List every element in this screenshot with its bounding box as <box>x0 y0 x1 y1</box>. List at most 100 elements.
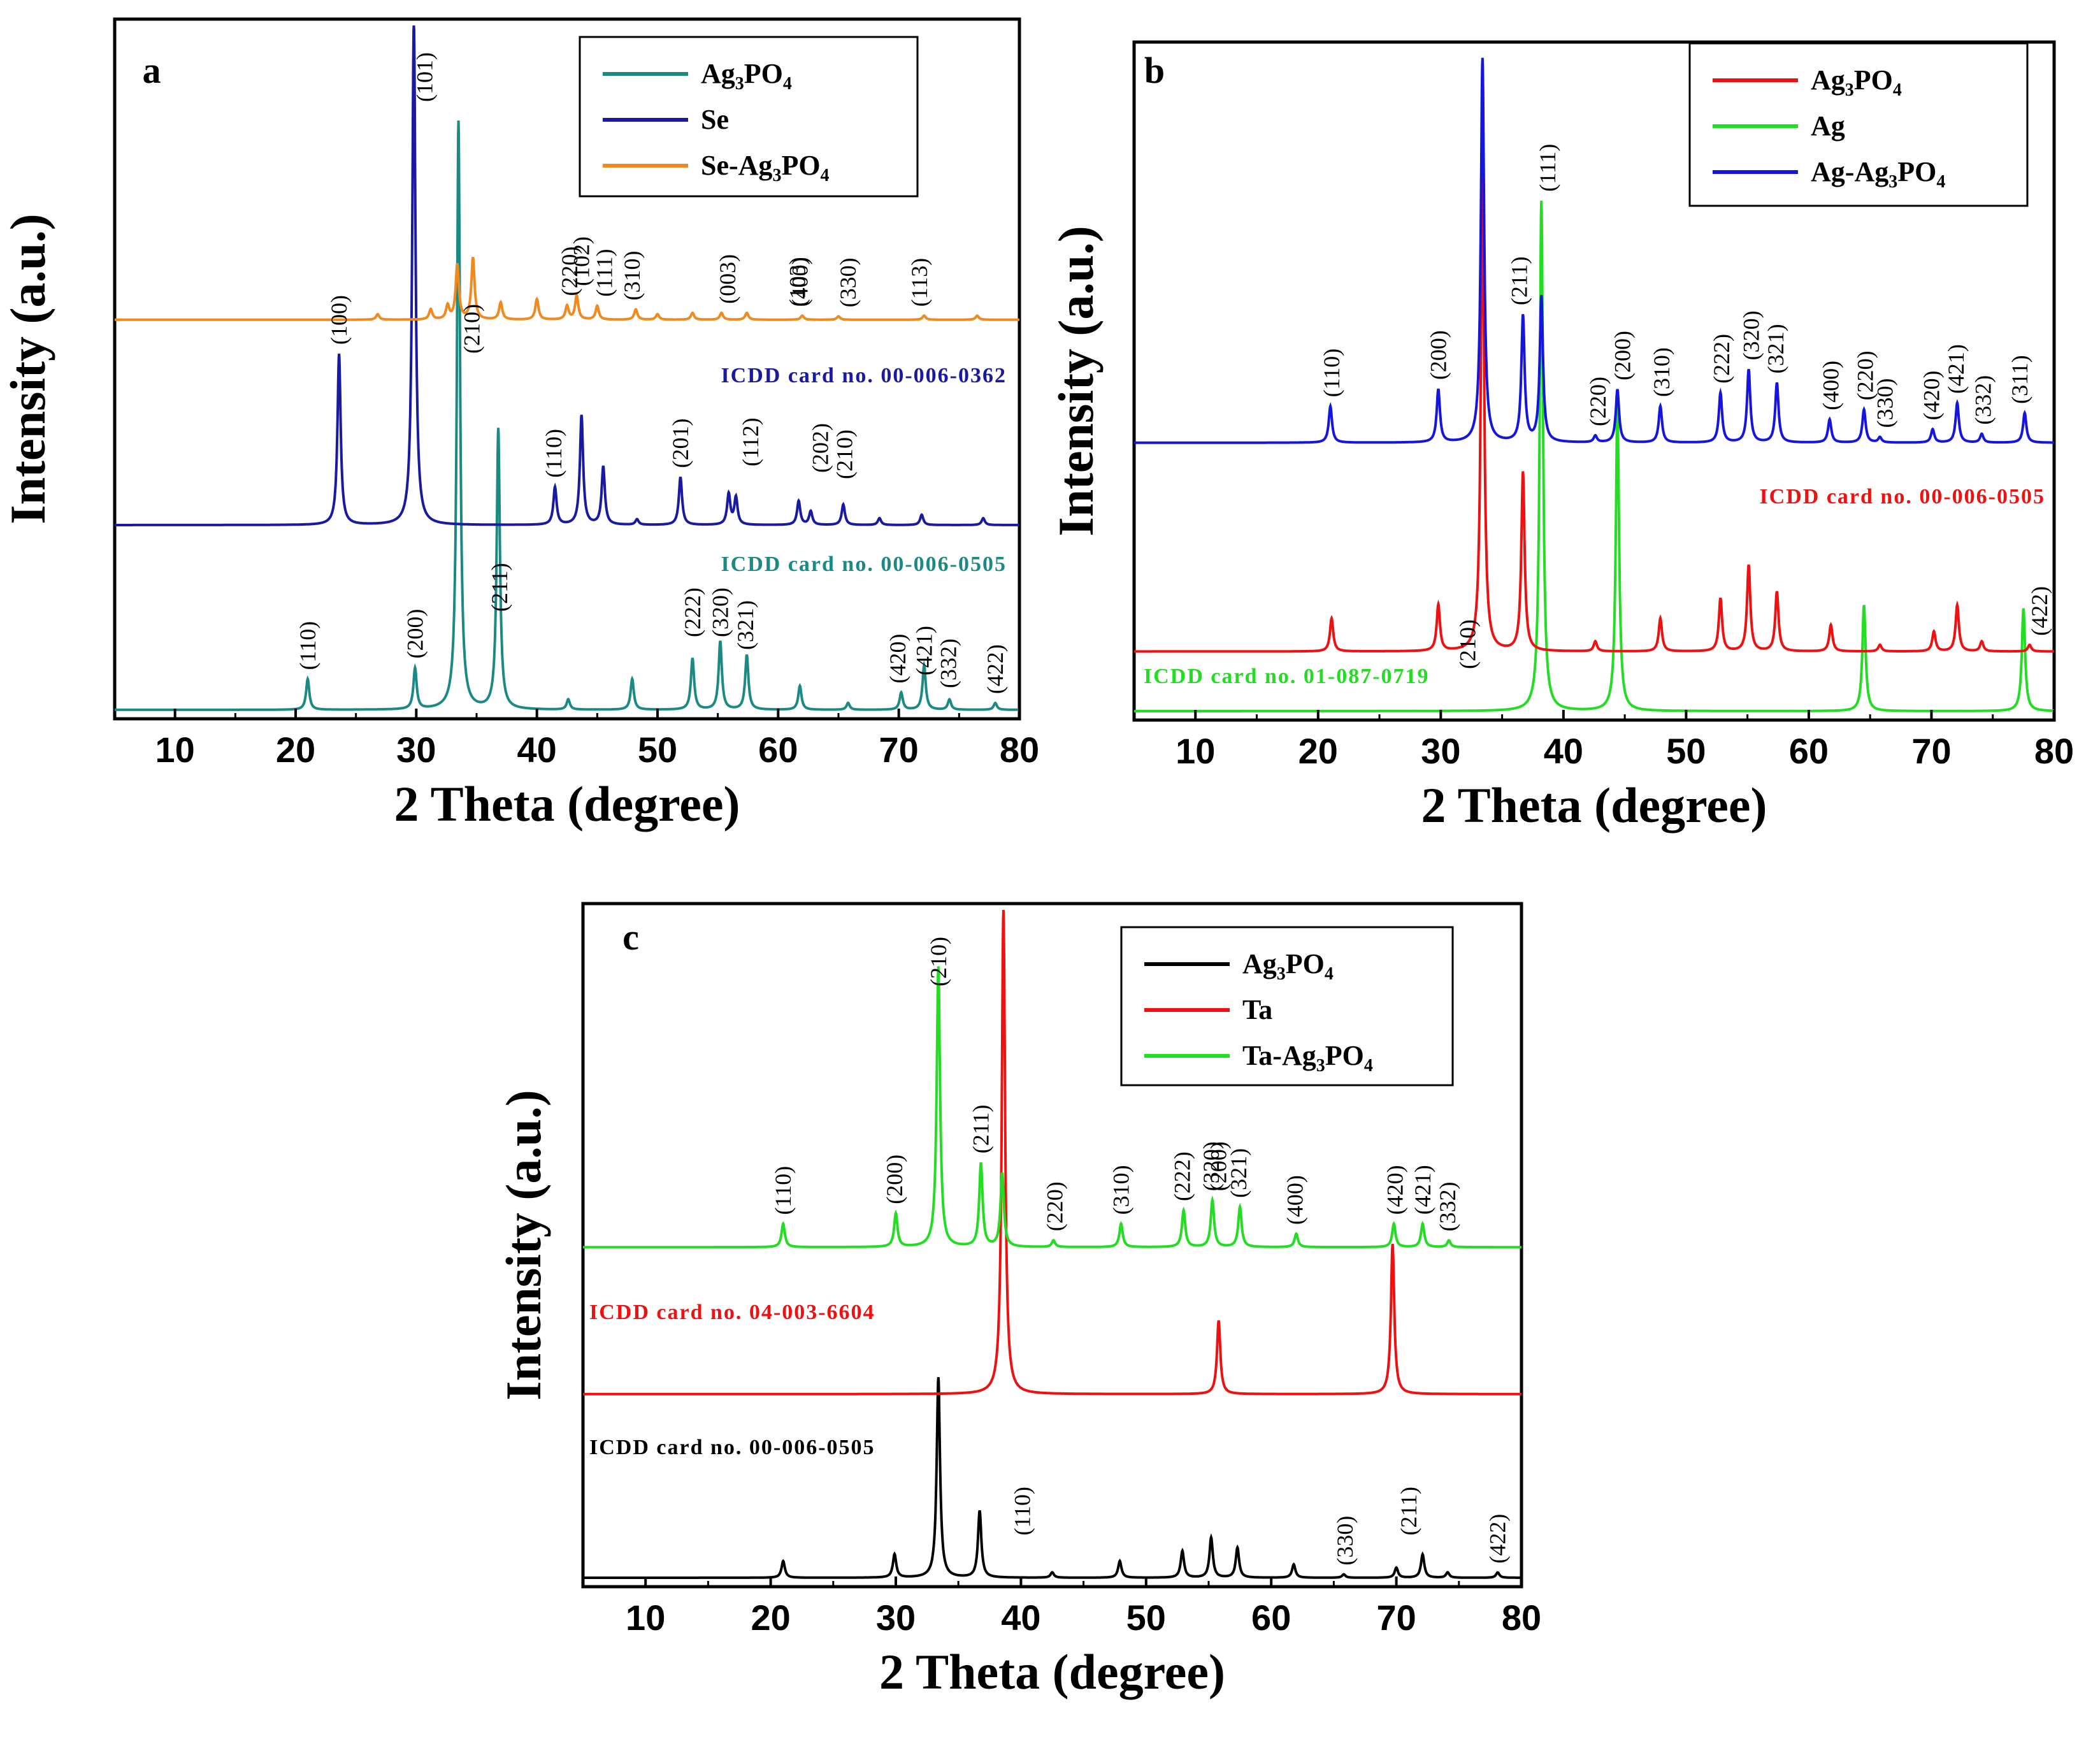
panel-b: 10 20 30 40 50 60 70 80 2 Theta (degree) Intensit… <box>1048 40 2074 833</box>
peak-annotation: (110) <box>770 1166 796 1215</box>
peak-annotation: (210) <box>459 304 484 354</box>
peak-annotation: (332) <box>1970 375 1996 425</box>
legend-box <box>579 36 919 198</box>
peak-annotation: (311) <box>2007 355 2032 404</box>
peak-annotation: (210) <box>1455 619 1481 669</box>
peak-annotation: (210) <box>926 937 951 986</box>
panel-letter: c <box>622 916 639 958</box>
x-tick-label: 50 <box>1666 731 1706 771</box>
peak-annotation: (110) <box>541 429 566 478</box>
x-tick-label: 60 <box>1251 1598 1291 1638</box>
icdd-card-label: ICDD card no. 04-003-6604 <box>589 1301 875 1324</box>
x-tick-label: 60 <box>1789 731 1829 771</box>
peak-annotation: (330) <box>1872 378 1897 428</box>
x-axis-title: 2 Theta (degree) <box>879 1644 1225 1699</box>
peak-annotation: (101) <box>412 52 438 102</box>
peak-annotation: (220) <box>557 247 582 296</box>
x-tick-label: 20 <box>276 730 315 770</box>
peak-annotation: (111) <box>592 249 617 296</box>
peak-annotation: (110) <box>295 621 320 670</box>
x-tick-label: 80 <box>2034 731 2074 771</box>
peak-annotation: (103) <box>785 257 810 307</box>
series-line-ag <box>1134 200 2054 712</box>
peak-annotation: (400) <box>787 257 812 307</box>
peak-annotation: (201) <box>668 419 693 468</box>
peak-annotation: (332) <box>935 638 961 688</box>
peak-annotation: (400) <box>1818 361 1844 410</box>
series-line-ag3po4 <box>583 1377 1521 1579</box>
y-axis-title: Intensity (a.u.) <box>0 213 55 524</box>
peak-annotation: (211) <box>487 563 512 612</box>
legend: Ag3PO4 Se Se-Ag3PO4 <box>579 36 919 198</box>
x-tick-label: 10 <box>1176 731 1215 771</box>
legend-label: Se-Ag3PO4 <box>701 150 830 185</box>
peak-annotation: (330) <box>835 257 861 307</box>
peak-annotation: (211) <box>1396 1487 1421 1536</box>
x-tick-label: 50 <box>638 730 677 770</box>
peak-annotation: (211) <box>1507 256 1532 305</box>
peak-annotation: (222) <box>1709 334 1734 384</box>
peak-annotation: (332) <box>1435 1181 1460 1231</box>
peak-annotation: (222) <box>1170 1151 1195 1201</box>
peak-annotation: (200) <box>402 609 428 658</box>
legend-label: Ta <box>1242 994 1272 1025</box>
series-line-ag-ag3po4 <box>1134 57 2054 444</box>
series-line-ta <box>583 909 1521 1396</box>
peak-annotation: (321) <box>1226 1148 1251 1198</box>
peak-annotation: (310) <box>619 250 645 300</box>
peak-annotation: (200) <box>1206 1141 1232 1191</box>
peak-annotation: (422) <box>2027 586 2052 636</box>
icdd-card-label: ICDD card no. 00-006-0505 <box>589 1436 875 1459</box>
legend-label: Ta-Ag3PO4 <box>1242 1040 1373 1076</box>
peak-annotation: (220) <box>1585 377 1611 426</box>
x-tick-label: 20 <box>751 1598 790 1638</box>
x-tick-label: 30 <box>876 1598 916 1638</box>
peak-annotation: (321) <box>1763 324 1788 373</box>
x-tick-label: 10 <box>155 730 195 770</box>
series-line-se-ag3po4 <box>115 257 1019 321</box>
peak-annotation: (320) <box>1198 1141 1224 1191</box>
peak-annotation: (220) <box>1042 1181 1067 1231</box>
peak-annotation: (200) <box>1609 331 1635 380</box>
x-tick-label: 40 <box>1544 731 1583 771</box>
legend-label: Ag3PO4 <box>1811 64 1902 100</box>
peak-annotation: (200) <box>882 1155 907 1204</box>
plot-frame <box>581 902 1523 1589</box>
x-tick-label: 70 <box>1911 731 1951 771</box>
x-tick-label: 20 <box>1298 731 1338 771</box>
plot-frame <box>1132 40 2056 722</box>
panel-letter: b <box>1144 50 1165 91</box>
x-tick-label: 50 <box>1126 1598 1166 1638</box>
peak-annotation: (110) <box>1009 1487 1035 1536</box>
peak-annotation: (222) <box>680 588 705 637</box>
x-tick-label: 70 <box>879 730 919 770</box>
icdd-card-label: ICDD card no. 00-006-0362 <box>721 364 1007 387</box>
peak-annotation: (330) <box>1332 1516 1358 1566</box>
peak-annotation: (210) <box>831 429 857 479</box>
peak-annotation: (320) <box>707 588 733 637</box>
legend-label: Ag3PO4 <box>1242 948 1334 984</box>
peak-annotation: (422) <box>982 644 1008 694</box>
peak-annotation: (112) <box>738 417 763 466</box>
peak-annotation: (400) <box>1283 1175 1308 1225</box>
series-line-ag3po4 <box>1134 167 2055 653</box>
panel-letter: a <box>143 50 161 91</box>
peak-annotation: (202) <box>808 423 833 473</box>
panel-a: 10 20 30 40 50 60 70 80 2 Theta (degree) Intensit… <box>0 17 1039 832</box>
peak-annotation: (421) <box>1410 1165 1435 1215</box>
peak-annotation: (111) <box>1535 144 1560 192</box>
peak-annotation: (420) <box>885 634 910 684</box>
panel-c: 10 20 30 40 50 60 70 80 2 Theta (degree) Intensit… <box>496 902 1541 1699</box>
peak-annotation: (420) <box>1383 1165 1408 1215</box>
x-tick-label: 60 <box>758 730 798 770</box>
peak-annotation: (220) <box>1852 350 1878 400</box>
y-axis-title: Intensity (a.u.) <box>496 1090 551 1401</box>
legend: Ag3PO4 Ta Ta-Ag3PO4 <box>1120 926 1454 1086</box>
peak-annotation: (421) <box>911 626 937 675</box>
x-tick-label: 40 <box>1001 1598 1040 1638</box>
peak-annotation: (003) <box>715 254 740 304</box>
series-line-ta-ag3po4 <box>583 966 1521 1249</box>
x-tick-label: 10 <box>626 1598 665 1638</box>
peak-annotation: (110) <box>1319 349 1344 398</box>
